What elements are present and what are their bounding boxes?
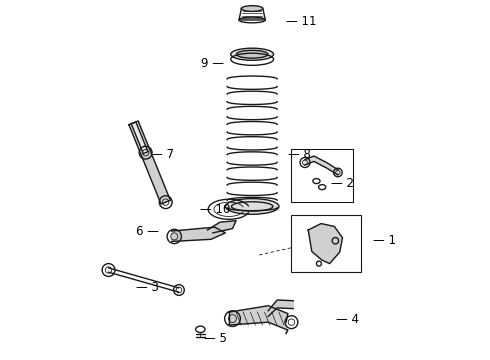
Polygon shape: [308, 224, 343, 264]
Text: — 1: — 1: [373, 234, 396, 247]
Polygon shape: [131, 122, 148, 154]
Text: — 8: — 8: [288, 148, 311, 162]
Polygon shape: [129, 121, 171, 204]
Bar: [291, 215, 362, 272]
Polygon shape: [172, 227, 225, 242]
Text: 9 —: 9 —: [200, 57, 223, 71]
Ellipse shape: [237, 50, 268, 58]
Ellipse shape: [225, 199, 279, 214]
Text: — 2: — 2: [331, 177, 354, 190]
Ellipse shape: [242, 6, 263, 12]
Text: — 10: — 10: [200, 203, 231, 216]
Text: — 11: — 11: [286, 14, 317, 27]
Text: — 3: — 3: [136, 281, 159, 294]
Text: — 4: — 4: [336, 313, 359, 326]
Text: — 7: — 7: [151, 148, 174, 162]
Ellipse shape: [231, 48, 273, 60]
Text: — 5: — 5: [204, 333, 227, 346]
Text: 6 —: 6 —: [136, 225, 159, 238]
Polygon shape: [207, 221, 236, 233]
Polygon shape: [268, 300, 293, 316]
Bar: [291, 149, 353, 202]
Polygon shape: [229, 306, 288, 334]
Polygon shape: [305, 156, 338, 175]
